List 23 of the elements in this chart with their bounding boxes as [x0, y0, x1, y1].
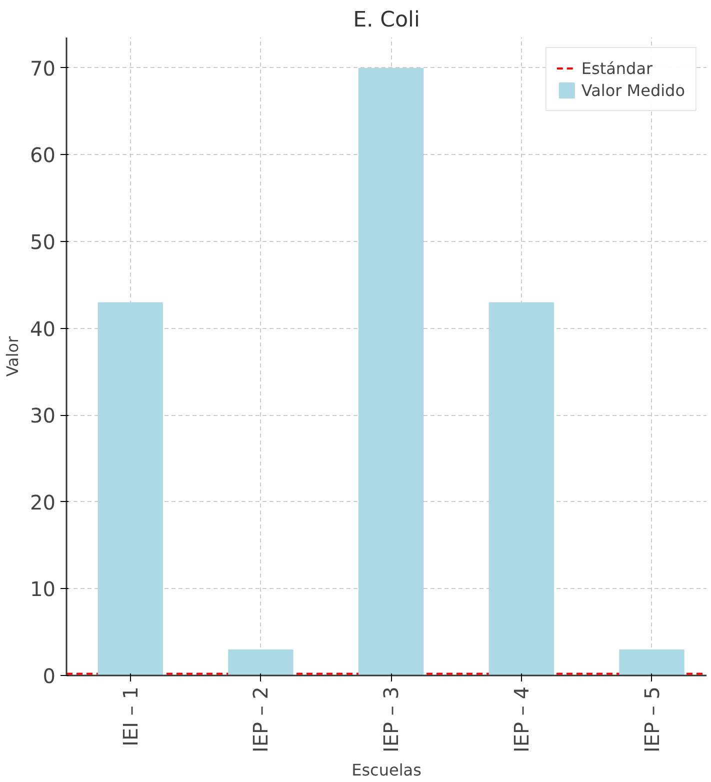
- x-tick-label: IEP – 5: [640, 686, 664, 753]
- x-tick-label: IEP – 3: [379, 686, 404, 753]
- bar: [358, 68, 424, 676]
- legend-label: Valor Medido: [581, 80, 685, 100]
- chart-title: E. Coli: [353, 8, 420, 32]
- y-tick-label: 0: [42, 664, 56, 688]
- y-tick-label: 60: [30, 143, 56, 168]
- bar: [228, 649, 294, 676]
- x-tick-label: IEI – 1: [118, 686, 142, 746]
- y-tick-label: 30: [30, 404, 56, 428]
- bar: [98, 302, 163, 676]
- y-axis-title: Valor: [3, 336, 22, 377]
- x-tick-label: IEP – 2: [248, 686, 273, 753]
- legend-label: Estándar: [581, 58, 653, 78]
- y-tick-label: 10: [30, 577, 56, 602]
- x-tick-label: IEP – 4: [509, 686, 534, 753]
- y-tick-label: 50: [30, 230, 56, 254]
- y-tick-label: 70: [30, 56, 56, 80]
- y-tick-label: 20: [30, 490, 56, 514]
- bar: [619, 649, 684, 676]
- x-axis-title: Escuelas: [352, 760, 422, 780]
- y-tick-label: 40: [30, 316, 56, 341]
- bar: [488, 302, 554, 676]
